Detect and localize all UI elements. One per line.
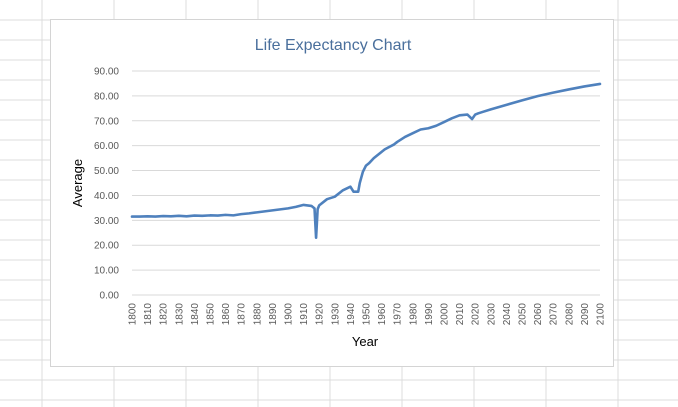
x-tick-label: 2100 <box>596 303 607 326</box>
series-line <box>130 82 602 240</box>
x-tick-label: 2030 <box>486 303 497 326</box>
x-tick-label: 2020 <box>471 303 482 326</box>
x-tick-label: 1800 <box>128 303 139 326</box>
x-tick-label: 2010 <box>455 303 466 326</box>
chart-title[interactable]: Life Expectancy Chart <box>255 37 412 54</box>
x-tick-label: 2060 <box>533 303 544 326</box>
y-axis-title[interactable]: Average <box>70 159 85 207</box>
x-axis-ticks: 1800 1810 1820 1830 1840 1850 1860 1870 1880 1890… <box>128 303 607 326</box>
x-tick-label: 1870 <box>237 303 248 326</box>
x-tick-label: 1820 <box>159 303 170 326</box>
x-axis-title[interactable]: Year <box>352 334 379 349</box>
y-tick-label: 70.00 <box>94 116 119 127</box>
x-tick-label: 2040 <box>502 303 513 326</box>
y-tick-label: 10.00 <box>94 266 119 277</box>
x-tick-label: 1830 <box>174 303 185 326</box>
x-tick-label: 1910 <box>299 303 310 326</box>
y-tick-label: 80.00 <box>94 91 119 102</box>
x-tick-label: 1840 <box>190 303 201 326</box>
chart-area[interactable]: 0.00 10.00 20.00 30.00 40.00 50.00 60.00 70.00 8… <box>50 19 614 367</box>
x-tick-label: 2050 <box>518 303 529 326</box>
y-axis-ticks: 0.00 10.00 20.00 30.00 40.00 50.00 60.00 70.00 8… <box>94 67 119 302</box>
x-tick-label: 1880 <box>252 303 263 326</box>
x-tick-label: 1970 <box>393 303 404 326</box>
x-tick-label: 2070 <box>549 303 560 326</box>
x-tick-label: 1930 <box>330 303 341 326</box>
x-tick-label: 1900 <box>284 303 295 326</box>
y-tick-label: 60.00 <box>94 141 119 152</box>
x-tick-label: 1810 <box>143 303 154 326</box>
x-tick-label: 1940 <box>346 303 357 326</box>
x-tick-label: 2080 <box>564 303 575 326</box>
x-tick-label: 1960 <box>377 303 388 326</box>
y-tick-label: 50.00 <box>94 166 119 177</box>
x-tick-label: 1950 <box>362 303 373 326</box>
x-tick-label: 1980 <box>408 303 419 326</box>
x-tick-label: 2090 <box>580 303 591 326</box>
y-tick-label: 40.00 <box>94 191 119 202</box>
y-tick-label: 20.00 <box>94 241 119 252</box>
x-tick-label: 1920 <box>315 303 326 326</box>
gridlines <box>132 70 600 296</box>
y-tick-label: 0.00 <box>100 291 120 302</box>
x-tick-label: 1850 <box>206 303 217 326</box>
x-tick-label: 2000 <box>440 303 451 326</box>
y-tick-label: 30.00 <box>94 216 119 227</box>
x-tick-label: 1860 <box>221 303 232 326</box>
y-tick-label: 90.00 <box>94 67 119 78</box>
line-chart: 0.00 10.00 20.00 30.00 40.00 50.00 60.00 70.00 8… <box>70 37 607 349</box>
x-tick-label: 1990 <box>424 303 435 326</box>
x-tick-label: 1890 <box>268 303 279 326</box>
